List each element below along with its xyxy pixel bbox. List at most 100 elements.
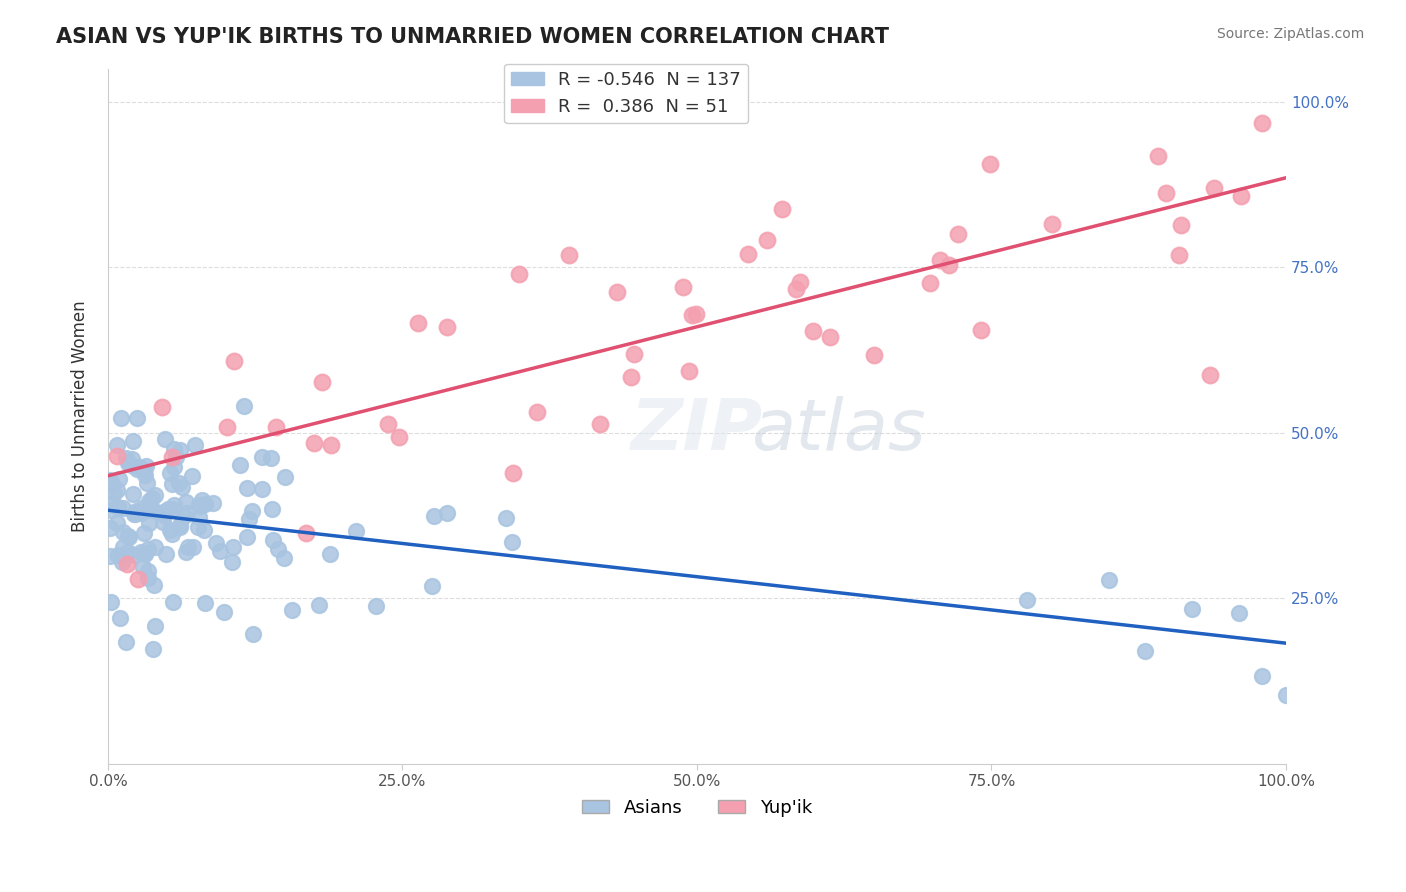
Asians xyxy=(124,507,146,521)
Asians xyxy=(177,540,200,554)
Asians xyxy=(112,541,135,555)
Asians xyxy=(212,606,235,620)
Asians xyxy=(160,527,183,541)
Yup'ik xyxy=(436,320,458,334)
Asians xyxy=(260,502,283,516)
Asians xyxy=(125,504,148,518)
Asians xyxy=(107,549,129,563)
Asians xyxy=(152,516,174,530)
Asians xyxy=(1251,669,1274,683)
Asians xyxy=(136,475,159,490)
Text: Source: ZipAtlas.com: Source: ZipAtlas.com xyxy=(1216,27,1364,41)
Asians xyxy=(100,502,122,516)
Asians xyxy=(1227,606,1250,620)
Asians xyxy=(110,411,132,425)
Asians xyxy=(121,451,143,466)
Asians xyxy=(163,460,186,475)
Yup'ik xyxy=(508,268,530,282)
Asians xyxy=(117,456,139,470)
Asians xyxy=(273,550,295,565)
Asians xyxy=(501,534,523,549)
Yup'ik xyxy=(558,248,581,262)
Yup'ik xyxy=(502,466,524,480)
Asians xyxy=(114,450,136,465)
Asians xyxy=(125,462,148,476)
Asians xyxy=(209,543,232,558)
Yup'ik xyxy=(1040,217,1063,231)
Asians xyxy=(108,611,131,625)
Yup'ik xyxy=(1146,148,1168,162)
Yup'ik xyxy=(150,400,173,414)
Asians xyxy=(242,627,264,641)
Asians xyxy=(153,508,176,522)
Asians xyxy=(262,533,284,547)
Asians xyxy=(141,491,163,505)
Asians xyxy=(134,463,156,477)
Asians xyxy=(193,524,215,538)
Yup'ik xyxy=(1167,248,1189,262)
Asians xyxy=(180,468,202,483)
Asians xyxy=(156,501,179,516)
Asians xyxy=(232,399,254,413)
Asians xyxy=(162,595,184,609)
Yup'ik xyxy=(160,450,183,464)
Asians xyxy=(163,498,186,512)
Asians xyxy=(125,410,148,425)
Asians xyxy=(1015,593,1038,607)
Asians xyxy=(205,536,228,550)
Asians xyxy=(134,503,156,517)
Asians xyxy=(143,540,166,554)
Yup'ik xyxy=(1230,189,1253,203)
Yup'ik xyxy=(1251,116,1274,130)
Asians xyxy=(98,473,121,487)
Yup'ik xyxy=(970,323,993,337)
Yup'ik xyxy=(589,417,612,431)
Asians xyxy=(122,434,145,448)
Asians xyxy=(111,500,134,515)
Asians xyxy=(129,545,152,559)
Yup'ik xyxy=(946,227,969,241)
Yup'ik xyxy=(801,324,824,338)
Asians xyxy=(134,546,156,560)
Asians xyxy=(169,520,191,534)
Asians xyxy=(143,619,166,633)
Asians xyxy=(423,509,446,524)
Asians xyxy=(260,451,283,466)
Asians xyxy=(132,559,155,574)
Asians xyxy=(188,509,211,524)
Yup'ik xyxy=(526,405,548,419)
Asians xyxy=(242,503,264,517)
Asians xyxy=(169,442,191,457)
Asians xyxy=(122,548,145,562)
Asians xyxy=(238,512,260,526)
Asians xyxy=(250,482,273,496)
Yup'ik xyxy=(264,420,287,434)
Asians xyxy=(100,595,122,609)
Yup'ik xyxy=(737,247,759,261)
Asians xyxy=(141,503,163,517)
Yup'ik xyxy=(117,557,139,571)
Asians xyxy=(495,511,517,525)
Asians xyxy=(250,450,273,464)
Yup'ik xyxy=(1199,368,1222,382)
Asians xyxy=(142,578,165,592)
Asians xyxy=(165,450,187,464)
Asians xyxy=(174,495,197,509)
Asians xyxy=(152,504,174,518)
Asians xyxy=(181,540,204,554)
Asians xyxy=(136,542,159,557)
Yup'ik xyxy=(406,316,429,330)
Asians xyxy=(174,545,197,559)
Asians xyxy=(132,525,155,540)
Text: ASIAN VS YUP'IK BIRTHS TO UNMARRIED WOMEN CORRELATION CHART: ASIAN VS YUP'IK BIRTHS TO UNMARRIED WOME… xyxy=(56,27,889,46)
Asians xyxy=(103,485,125,500)
Asians xyxy=(222,541,245,555)
Yup'ik xyxy=(311,375,333,389)
Y-axis label: Births to Unmarried Women: Births to Unmarried Women xyxy=(72,301,89,532)
Asians xyxy=(142,503,165,517)
Yup'ik xyxy=(770,202,793,216)
Yup'ik xyxy=(1154,186,1177,201)
Asians xyxy=(281,603,304,617)
Yup'ik xyxy=(127,572,149,586)
Yup'ik xyxy=(672,279,695,293)
